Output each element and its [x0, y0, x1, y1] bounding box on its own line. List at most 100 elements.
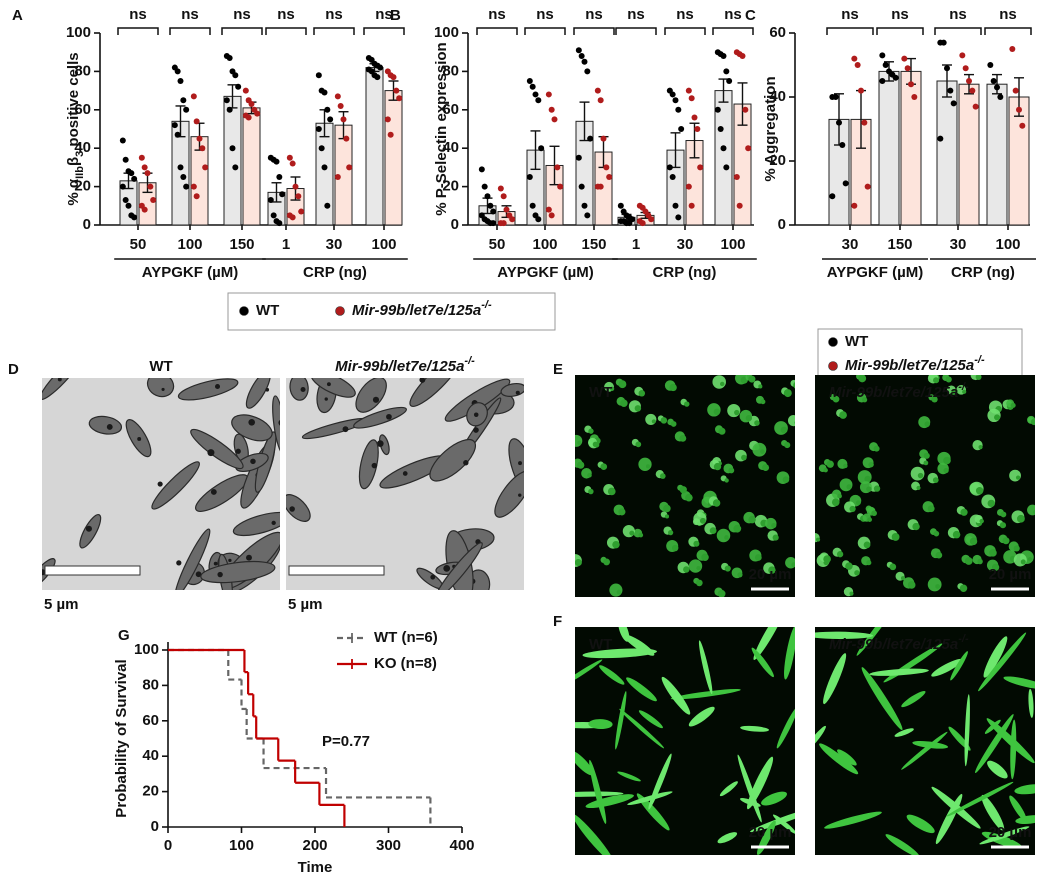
- data-point: [270, 212, 277, 219]
- data-point: [190, 93, 197, 100]
- cell: [88, 415, 123, 435]
- data-point: [581, 58, 588, 65]
- platelet: [1000, 511, 1007, 518]
- platelet: [867, 517, 873, 522]
- y-tick-label: 60: [142, 712, 159, 729]
- y-axis-label-part: positive cells: [65, 52, 82, 150]
- y-axis-label-part: 3: [74, 151, 86, 157]
- cell: [429, 438, 476, 482]
- platelet: [816, 537, 821, 542]
- platelet: [927, 577, 942, 592]
- platelet-aggregate: [901, 731, 948, 770]
- data-point: [242, 87, 249, 94]
- data-point: [484, 193, 491, 200]
- data-point: [879, 52, 886, 59]
- platelet: [832, 395, 840, 403]
- data-point: [223, 97, 230, 104]
- platelet-aggregate: [975, 714, 1014, 774]
- platelet-aggregate: [746, 756, 774, 810]
- data-point: [672, 202, 679, 209]
- label-name: Mir-99b/let7e/125a: [829, 384, 958, 401]
- data-point: [666, 164, 673, 171]
- legend-marker: [239, 306, 249, 316]
- platelet: [864, 475, 871, 483]
- platelet: [987, 499, 995, 508]
- platelet: [924, 421, 931, 427]
- platelet-aggregate: [636, 793, 670, 831]
- data-point: [733, 174, 740, 180]
- granule: [235, 448, 241, 454]
- data-point: [861, 119, 868, 126]
- data-point: [587, 135, 594, 142]
- annotation: P=0.77: [322, 733, 370, 750]
- platelet: [912, 522, 920, 531]
- data-point: [726, 78, 733, 84]
- data-point: [911, 94, 918, 100]
- data-point: [343, 135, 350, 142]
- platelet: [577, 440, 582, 445]
- platelet-aggregate: [1009, 795, 1027, 822]
- data-point: [879, 78, 886, 84]
- bar: [242, 107, 261, 226]
- platelet: [660, 417, 668, 424]
- data-point: [1009, 46, 1016, 52]
- platelet: [866, 486, 872, 492]
- data-point: [842, 180, 849, 187]
- data-point: [254, 110, 261, 117]
- cell: [494, 470, 524, 518]
- legend-marker: [335, 306, 345, 316]
- data-point: [739, 53, 746, 60]
- group-label: AYPGKF (µM): [827, 264, 923, 281]
- platelet-aggregate: [894, 728, 914, 737]
- significance-label: ns: [891, 6, 909, 23]
- data-point: [557, 183, 564, 190]
- data-point: [836, 119, 842, 126]
- platelet-aggregate: [626, 677, 657, 702]
- platelet: [645, 464, 651, 469]
- label-name: WT: [589, 384, 612, 401]
- platelet-aggregate: [979, 826, 1030, 845]
- platelet-aggregate: [751, 647, 774, 678]
- data-point: [144, 170, 151, 177]
- x-tick-label: 50: [130, 236, 147, 253]
- platelet: [780, 426, 788, 434]
- data-point: [289, 214, 296, 221]
- platelet-aggregate: [615, 691, 627, 750]
- data-point: [966, 78, 972, 84]
- granule: [402, 471, 408, 476]
- platelet: [979, 518, 984, 524]
- y-tick-label: 40: [74, 139, 91, 156]
- cell: [286, 494, 311, 522]
- data-point: [490, 220, 497, 227]
- data-point: [295, 193, 302, 200]
- data-point: [578, 53, 585, 60]
- platelet: [873, 445, 880, 452]
- data-point: [147, 183, 154, 190]
- platelet-aggregate: [688, 706, 715, 727]
- cell: [177, 378, 239, 401]
- data-point: [858, 87, 864, 94]
- data-point: [289, 160, 296, 167]
- data-point: [177, 78, 184, 84]
- platelet: [603, 558, 611, 566]
- significance-label: ns: [536, 6, 554, 23]
- x-tick-label: 100: [720, 236, 745, 253]
- label-superscript: -/-: [958, 381, 969, 393]
- data-point: [529, 202, 536, 209]
- data-point: [720, 145, 727, 152]
- platelet: [728, 467, 735, 474]
- platelet: [768, 566, 776, 574]
- platelet: [716, 528, 731, 543]
- cell: [151, 461, 200, 510]
- platelet: [575, 559, 582, 567]
- cell: [353, 406, 407, 429]
- granule: [518, 493, 522, 497]
- platelet: [793, 382, 795, 389]
- panel-label: A: [12, 7, 23, 24]
- platelet-aggregate: [824, 811, 882, 829]
- cell: [200, 560, 276, 584]
- data-point: [535, 97, 542, 104]
- data-point: [286, 154, 293, 161]
- platelet: [712, 375, 726, 389]
- legend-marker: [828, 361, 838, 371]
